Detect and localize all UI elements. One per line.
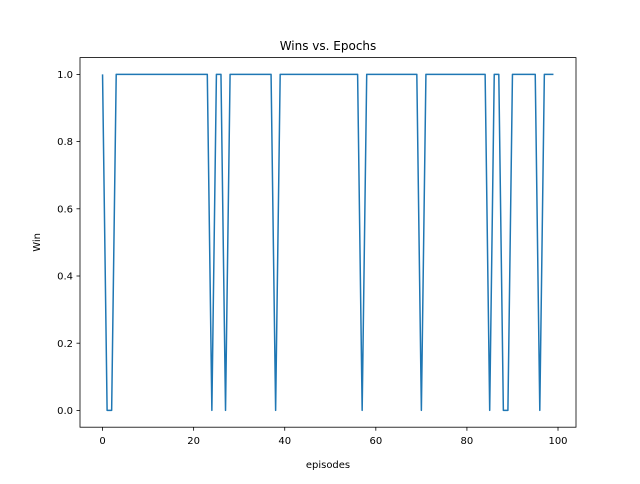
x-tick-label: 40 <box>278 436 291 447</box>
plot-area-frame <box>79 57 577 428</box>
chart-title: Wins vs. Epochs <box>280 39 377 53</box>
x-axis-label: episodes <box>306 460 350 471</box>
y-tick-label: 0.0 <box>57 406 73 417</box>
y-tick-label: 0.4 <box>57 272 73 283</box>
y-axis-label: Win <box>32 233 43 252</box>
y-tick-label: 0.8 <box>57 137 73 148</box>
y-tick-label: 0.2 <box>57 339 73 350</box>
y-tick-label: 1.0 <box>57 70 73 81</box>
x-tick-label: 60 <box>369 436 382 447</box>
x-tick-label: 100 <box>548 436 567 447</box>
x-tick-label: 80 <box>461 436 474 447</box>
x-tick-label: 20 <box>187 436 200 447</box>
series-line-0 <box>101 73 554 412</box>
x-tick-label: 0 <box>99 436 105 447</box>
y-tick-label: 0.6 <box>57 204 73 215</box>
